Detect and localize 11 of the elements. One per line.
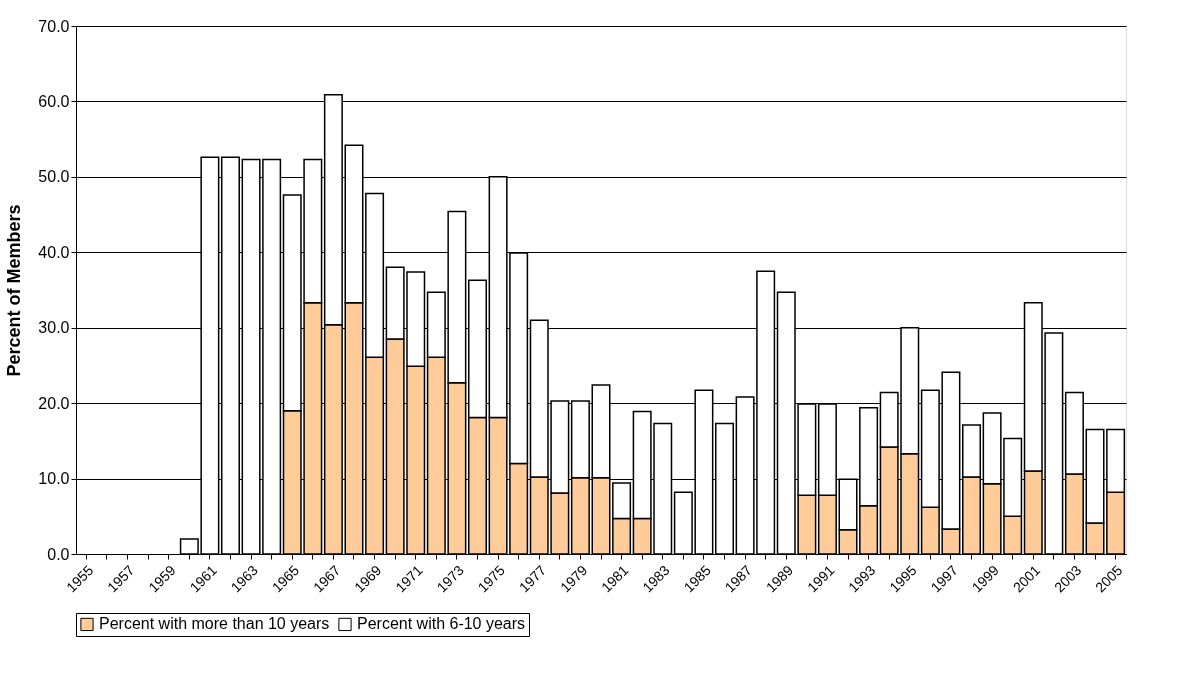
y-tick-label: 70.0 [38, 17, 70, 35]
y-tick-label: 20.0 [38, 394, 70, 412]
y-tick-label: 30.0 [38, 319, 70, 337]
y-tick-label: 60.0 [38, 92, 70, 110]
y-tick-label: 10.0 [38, 470, 70, 488]
y-axis-title: Percent of Members [4, 204, 25, 377]
legend-label: Percent with more than 10 years [99, 615, 330, 633]
y-tick-label: 40.0 [38, 243, 70, 261]
y-tick-label: 50.0 [38, 168, 70, 186]
y-tick-label: 0.0 [47, 545, 70, 563]
legend-label: Percent with 6-10 years [357, 615, 526, 633]
